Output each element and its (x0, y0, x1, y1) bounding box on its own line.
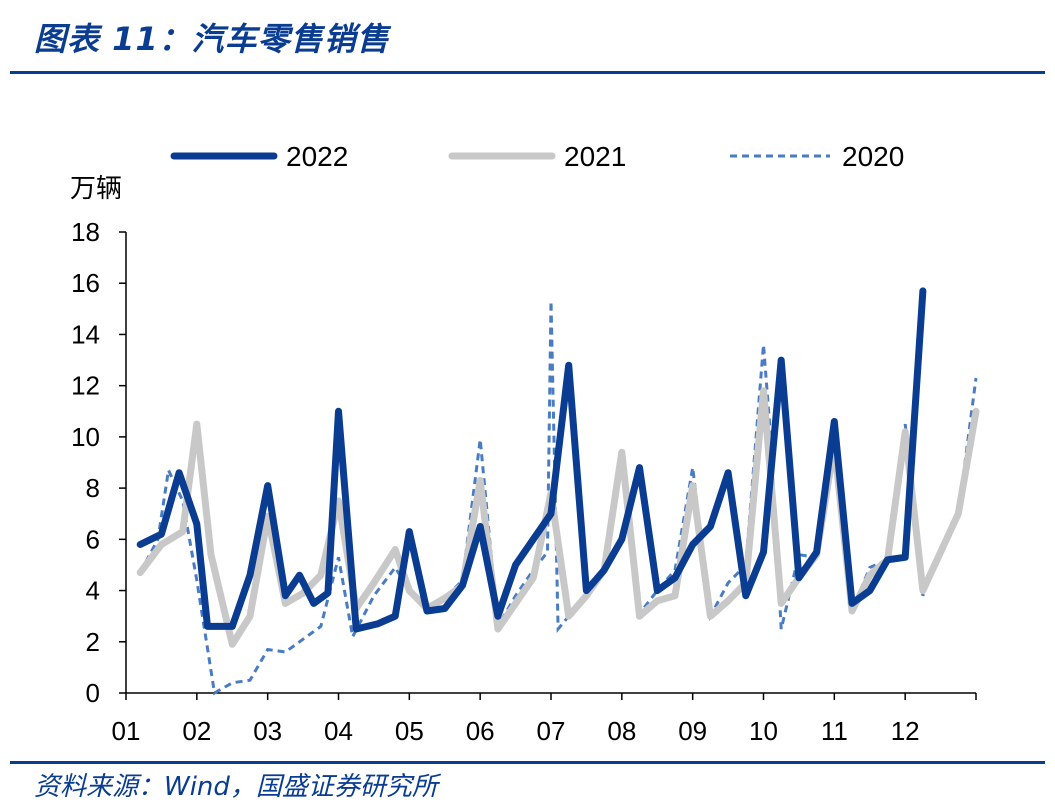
y-tick-label: 6 (86, 524, 100, 554)
x-tick-label: 05 (395, 716, 424, 746)
legend-label-2022: 2022 (286, 141, 348, 172)
x-tick-label: 09 (678, 716, 707, 746)
x-tick-label: 06 (466, 716, 495, 746)
x-tick-label: 02 (182, 716, 211, 746)
y-tick-label: 18 (71, 217, 100, 247)
source-note: 资料来源：Wind，国盛证券研究所 (34, 772, 438, 802)
y-tick-label: 16 (71, 268, 100, 298)
legend-label-2020: 2020 (842, 141, 904, 172)
x-tick-label: 11 (821, 716, 848, 746)
series-layer (136, 287, 980, 696)
x-tick-label: 10 (749, 716, 778, 746)
y-tick-label: 4 (86, 576, 100, 606)
footer-divider (10, 761, 1045, 764)
x-tick-label: 03 (253, 716, 282, 746)
y-tick-label: 8 (86, 473, 100, 503)
legend-label-2021: 2021 (564, 141, 626, 172)
x-tick-label: 04 (324, 716, 353, 746)
y-tick-label: 12 (71, 371, 100, 401)
y-tick-label: 0 (86, 678, 100, 708)
x-tick-label: 12 (891, 716, 920, 746)
legend-item-2022: 2022 (170, 141, 348, 172)
legend-item-2020: 2020 (730, 141, 904, 172)
y-tick-label: 2 (86, 627, 100, 657)
y-tick-label: 10 (71, 422, 100, 452)
x-tick-label: 01 (112, 716, 141, 746)
y-tick-label: 14 (71, 319, 100, 349)
x-tick-label: 08 (607, 716, 636, 746)
figure-title: 图表 11：汽车零售销售 (34, 20, 390, 58)
y-axis-unit-label: 万辆 (70, 174, 122, 204)
x-tick-label: 07 (537, 716, 566, 746)
header-divider (10, 71, 1045, 74)
series-line-2022 (136, 287, 927, 633)
legend: 2022 2021 2020 (170, 141, 904, 172)
legend-item-2021: 2021 (448, 141, 626, 172)
